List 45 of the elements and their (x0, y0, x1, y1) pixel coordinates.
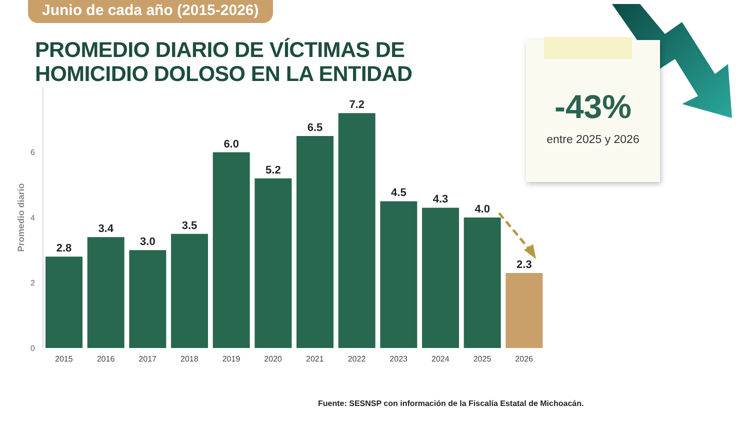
x-tick-label: 2021 (306, 354, 324, 364)
bar (254, 178, 292, 348)
x-tick-label: 2024 (432, 354, 450, 364)
x-tick-label: 2022 (348, 354, 366, 364)
x-tick-label: 2017 (138, 354, 158, 364)
data-label: 5.2 (266, 164, 281, 176)
data-label: 4.3 (432, 194, 448, 206)
bar (296, 136, 334, 348)
data-label: 3.4 (98, 223, 114, 236)
y-tick-label: 0 (30, 344, 36, 353)
data-label: 3.0 (140, 236, 156, 248)
data-label: 6.5 (307, 122, 323, 134)
x-tick-label: 2018 (180, 354, 199, 364)
data-label: 2.8 (56, 242, 72, 255)
bar (212, 152, 250, 348)
y-axis-title: Promedio diario (16, 182, 26, 252)
bar (464, 218, 501, 348)
data-label: 6.0 (224, 138, 239, 150)
x-tick-label: 2015 (55, 354, 74, 364)
data-label: 4.5 (391, 187, 406, 200)
y-tick-label: 6 (30, 148, 36, 158)
data-label: 3.5 (182, 220, 198, 232)
y-tick-label: 4 (30, 213, 36, 222)
x-tick-label: 2026 (515, 354, 534, 364)
bar (129, 250, 166, 348)
bar (380, 201, 418, 348)
y-tick-label: 2 (30, 278, 36, 288)
x-tick-label: 2019 (222, 354, 241, 364)
source-note: Fuente: SESNSP con información de la Fiscalía Estatal de Michoacán. (318, 399, 584, 408)
data-label: 2.3 (516, 258, 532, 271)
bar (506, 272, 543, 348)
bar (422, 208, 460, 348)
bar (338, 113, 376, 348)
data-label: 4.0 (474, 204, 490, 216)
chart-subtitle: Junio de cada año (2015-2026) (28, 0, 273, 23)
bar (171, 234, 208, 348)
x-tick-label: 2025 (473, 354, 492, 364)
x-tick-label: 2023 (390, 354, 408, 364)
bar (87, 237, 124, 348)
x-tick-label: 2020 (264, 354, 283, 364)
note-card: -43% entre 2025 y 2026 (526, 40, 660, 182)
x-tick-label: 2016 (96, 354, 116, 364)
chart-title: PROMEDIO DIARIO DE VÍCTIMAS DE HOMICIDIO DOLOSO EN LA ENTIDAD (35, 38, 414, 86)
data-label: 7.2 (349, 99, 364, 112)
bar (46, 256, 83, 348)
